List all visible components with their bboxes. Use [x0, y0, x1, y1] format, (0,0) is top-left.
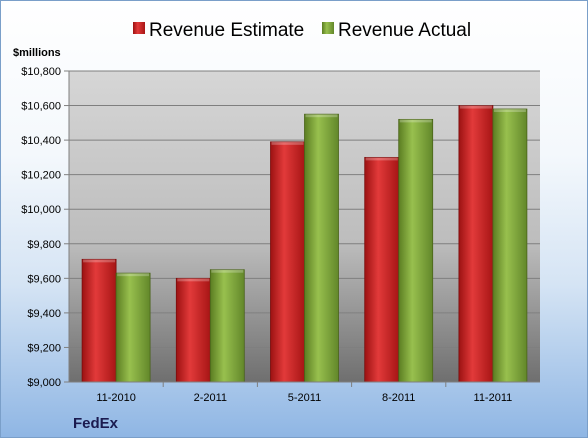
legend-label-actual: Revenue Actual: [338, 20, 471, 41]
x-tick-label: 8-2011: [382, 392, 415, 404]
legend-label-estimate: Revenue Estimate: [149, 20, 304, 41]
company-name: FedEx: [73, 415, 119, 432]
bar-highlight: [211, 269, 244, 273]
bar-highlight: [493, 109, 526, 113]
bar-estimate-11-2010: [81, 258, 117, 383]
bar-actual-11-2011: [492, 108, 528, 383]
bars: [81, 105, 528, 383]
y-tick-label: $10,400: [21, 135, 61, 147]
bar-highlight: [399, 119, 432, 123]
x-tick-label: 5-2011: [288, 392, 321, 404]
x-tick-label: 2-2011: [194, 392, 227, 404]
bar-highlight: [83, 259, 116, 263]
y-tick-label: $9,400: [27, 308, 61, 320]
bar-highlight: [459, 105, 492, 109]
bar-actual-8-2011: [398, 118, 434, 383]
bar-highlight: [305, 114, 338, 118]
bar-highlight: [117, 273, 150, 277]
bar-highlight: [271, 141, 304, 145]
bar-highlight: [365, 157, 398, 161]
legend-swatch-actual: [322, 22, 334, 34]
bar-estimate-2-2011: [175, 277, 211, 383]
bar-estimate-5-2011: [270, 141, 305, 383]
bar-actual-5-2011: [304, 113, 339, 383]
y-tick-label: $9,800: [27, 239, 61, 251]
x-axis-ticks: 11-2010 2-2011 5-2011 8-2011 11-2011: [69, 381, 540, 404]
y-tick-label: $10,600: [21, 101, 61, 113]
y-tick-label: $10,000: [21, 204, 61, 216]
bar-estimate-8-2011: [364, 156, 400, 383]
legend: Revenue Estimate Revenue Actual: [133, 20, 471, 41]
y-axis-ticks: $9,000 $9,200 $9,400 $9,600 $9,800 $10,000 $10…: [21, 66, 69, 389]
y-tick-label: $9,600: [27, 273, 61, 285]
legend-swatch-estimate: [133, 22, 145, 34]
bar-actual-2-2011: [209, 269, 245, 383]
y-tick-label: $10,800: [21, 66, 61, 78]
bar-actual-11-2010: [115, 272, 151, 383]
y-tick-label: $9,200: [27, 342, 61, 354]
x-tick-label: 11-2010: [96, 392, 136, 404]
bar-estimate-11-2011: [458, 105, 494, 383]
y-tick-label: $9,000: [27, 377, 61, 389]
y-axis-unit-label: $millions: [13, 47, 61, 59]
bar-highlight: [177, 278, 210, 282]
y-tick-label: $10,200: [21, 170, 61, 182]
x-tick-label: 11-2011: [474, 392, 513, 404]
